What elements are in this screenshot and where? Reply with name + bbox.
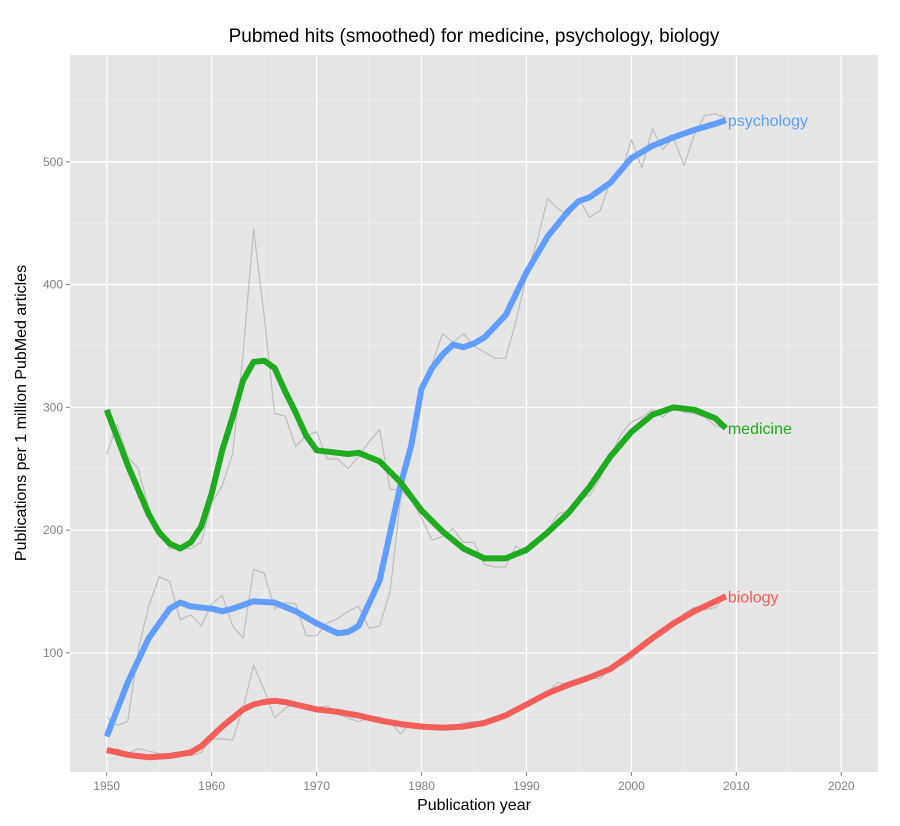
smoothed-lines bbox=[103, 117, 728, 761]
x-tick-label: 1970 bbox=[303, 779, 330, 793]
x-axis-label: Publication year bbox=[417, 797, 532, 814]
psychology-label: psychology bbox=[728, 113, 808, 130]
medicine-raw-line bbox=[106, 228, 726, 568]
biology-label: biology bbox=[728, 589, 779, 606]
major-grid bbox=[70, 55, 878, 772]
y-tick-label: 100 bbox=[43, 646, 63, 660]
psychology-smoothed-line bbox=[103, 117, 727, 738]
y-axis-label: Publications per 1 million PubMed articl… bbox=[13, 265, 30, 561]
y-tick-label: 300 bbox=[43, 400, 63, 414]
y-tick-label: 400 bbox=[43, 278, 63, 292]
medicine-label: medicine bbox=[728, 421, 792, 438]
y-axis: 100 200 300 400 500 bbox=[43, 155, 70, 660]
x-tick-label: 2010 bbox=[723, 779, 750, 793]
x-tick-label: 1950 bbox=[93, 779, 120, 793]
x-axis: 1950 1960 1970 1980 1990 2000 2010 2020 bbox=[93, 772, 855, 793]
x-tick-label: 1960 bbox=[198, 779, 225, 793]
x-tick-label: 2020 bbox=[828, 779, 855, 793]
series-labels: psychology medicine biology bbox=[728, 113, 808, 606]
x-tick-label: 1980 bbox=[408, 779, 435, 793]
medicine-smoothed-line bbox=[103, 357, 728, 562]
x-tick-label: 2000 bbox=[618, 779, 645, 793]
chart-title: Pubmed hits (smoothed) for medicine, psy… bbox=[229, 26, 720, 47]
y-tick-label: 200 bbox=[43, 523, 63, 537]
y-tick-label: 500 bbox=[43, 155, 63, 169]
x-tick-label: 1990 bbox=[513, 779, 540, 793]
biology-smoothed-line bbox=[106, 593, 728, 761]
